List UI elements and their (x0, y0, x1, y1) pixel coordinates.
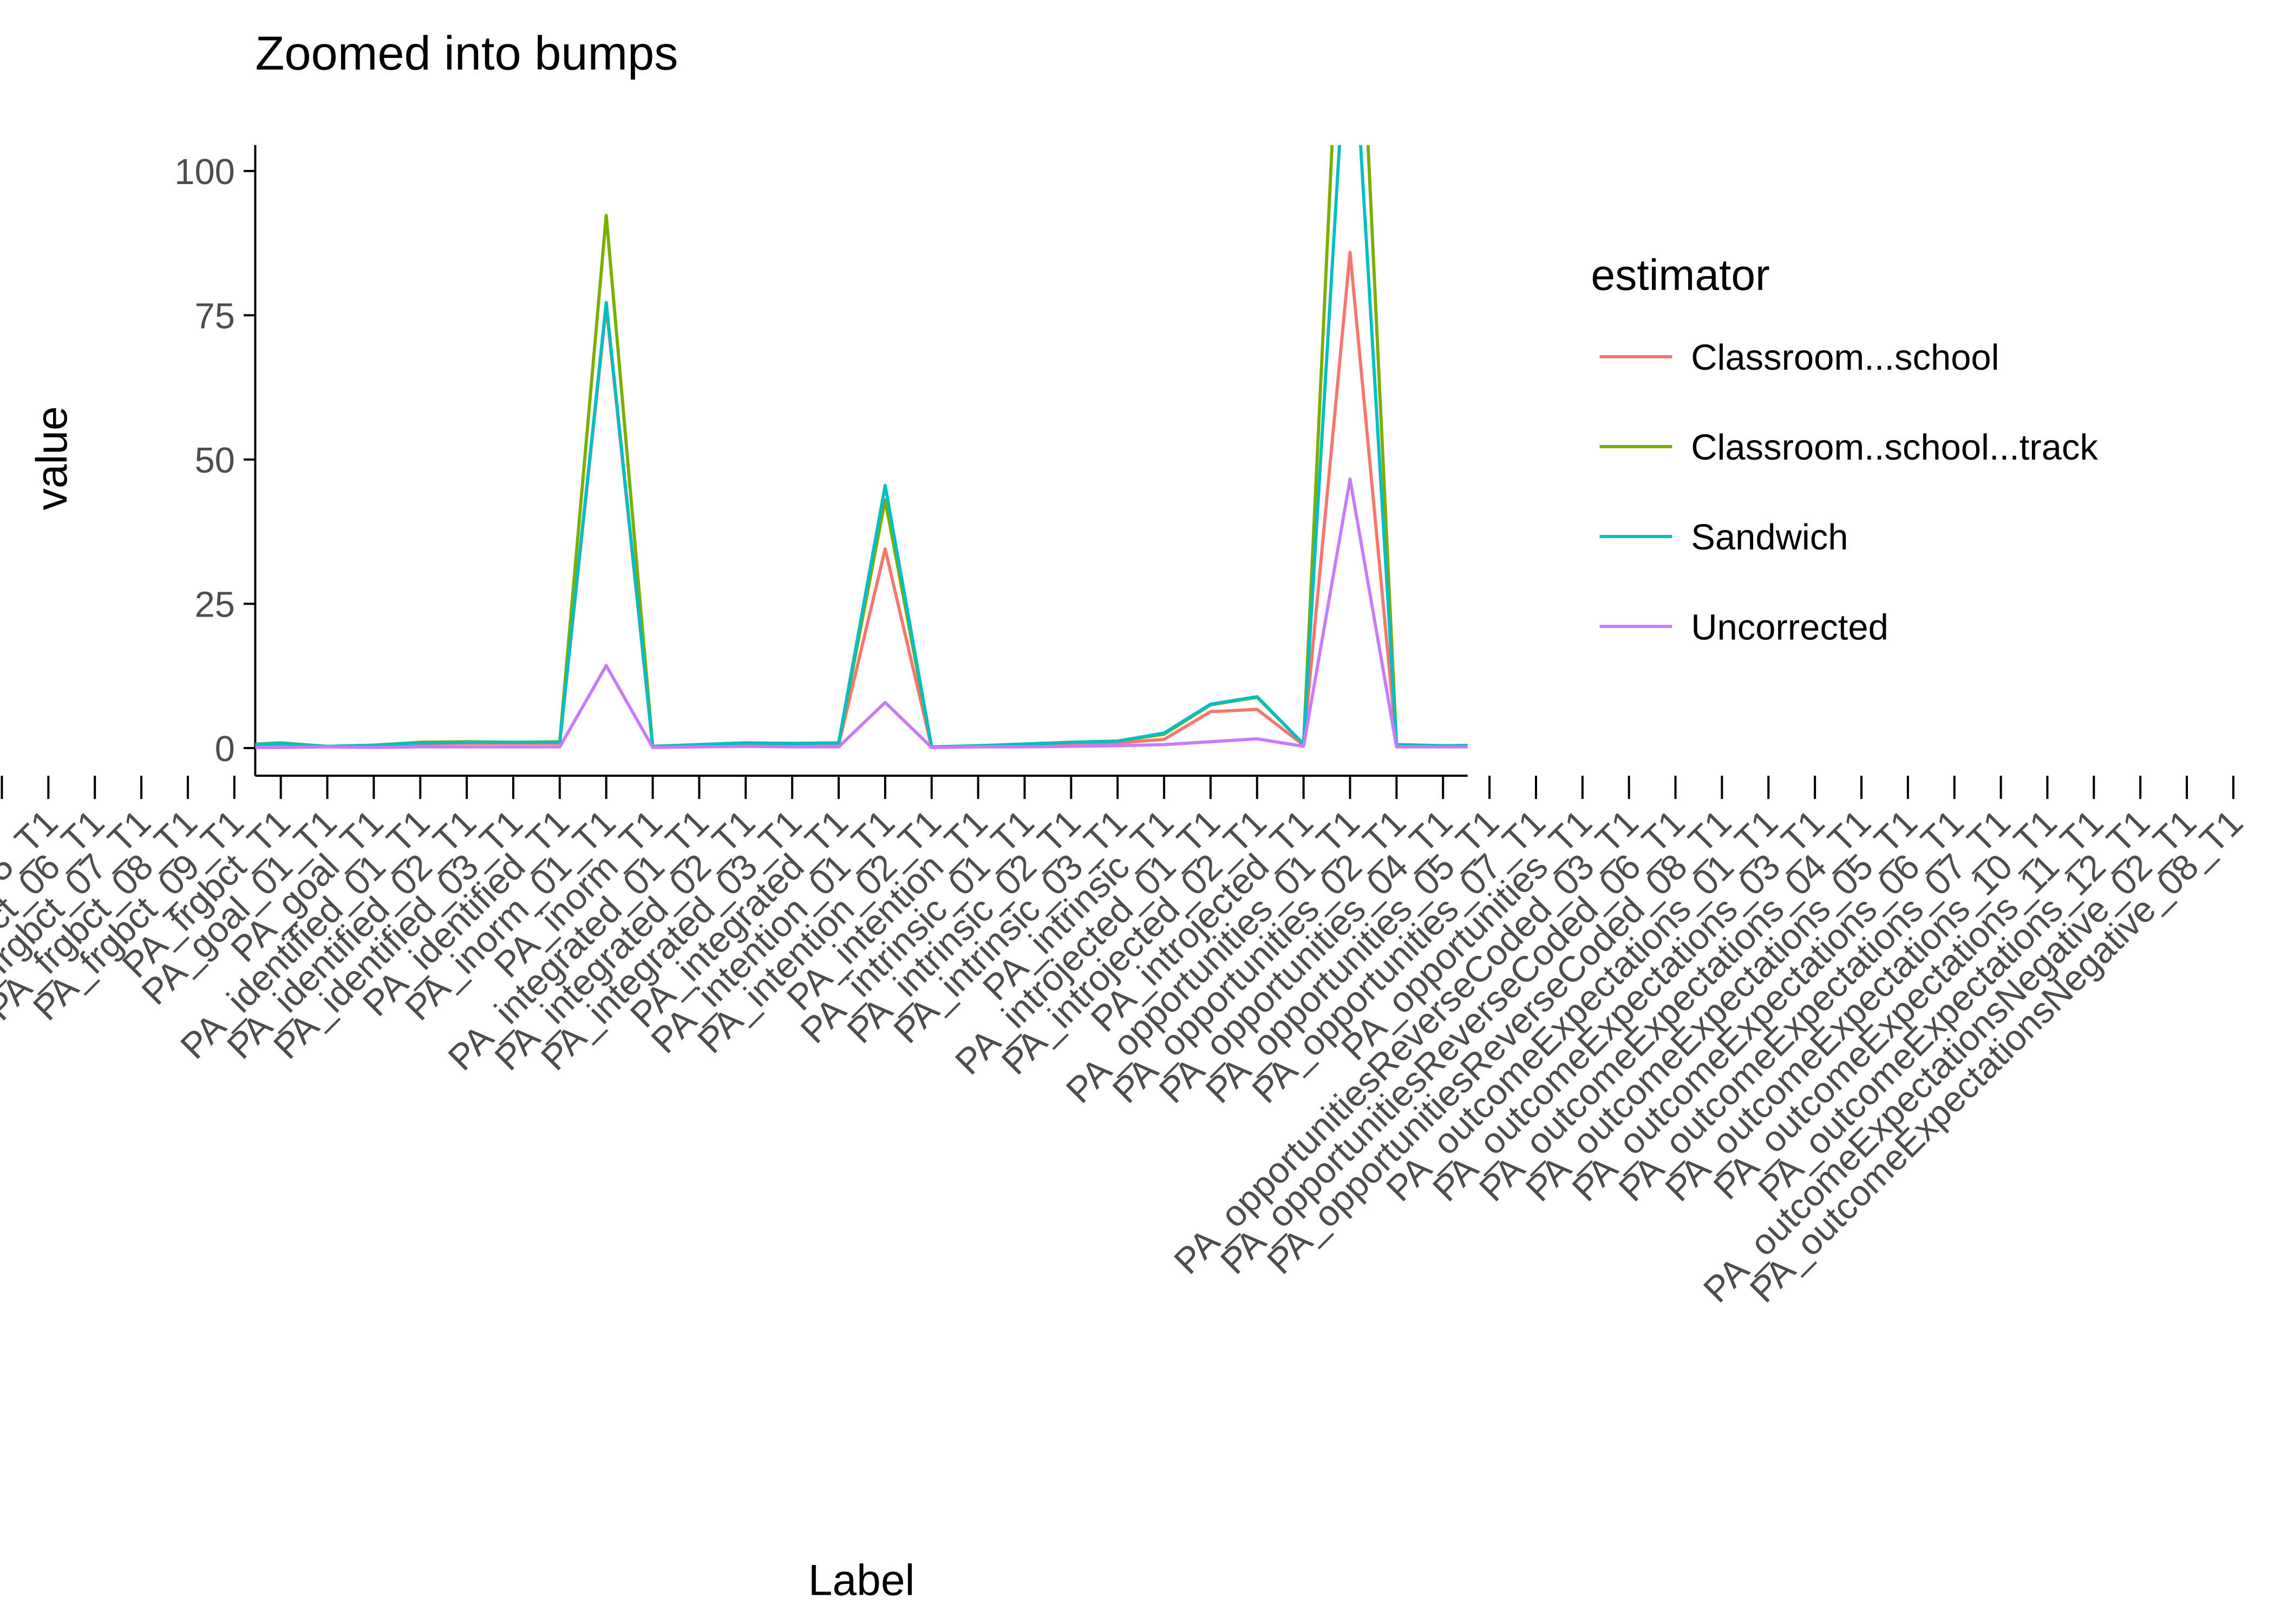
y-tick-label: 25 (194, 584, 234, 625)
series-line (255, 251, 1468, 749)
y-tick-label: 75 (194, 296, 234, 336)
y-tick-label: 50 (194, 440, 234, 481)
series-line (255, 477, 1468, 749)
y-axis-title: value (28, 406, 76, 510)
legend-label: Classroom...school (1691, 337, 1999, 378)
plot-lines (255, 145, 1468, 749)
chart-title: Zoomed into bumps (255, 27, 678, 80)
legend-label: Uncorrected (1691, 607, 1889, 647)
y-tick-label: 0 (215, 729, 235, 769)
series-line (255, 145, 1468, 749)
legend-title: estimator (1591, 251, 1769, 300)
legend-label: Sandwich (1691, 517, 1848, 558)
legend-label: Classroom..school...track (1691, 427, 2098, 468)
x-axis-title: Label (808, 1556, 915, 1605)
series-line (255, 145, 1468, 749)
y-tick-label: 100 (174, 152, 235, 192)
